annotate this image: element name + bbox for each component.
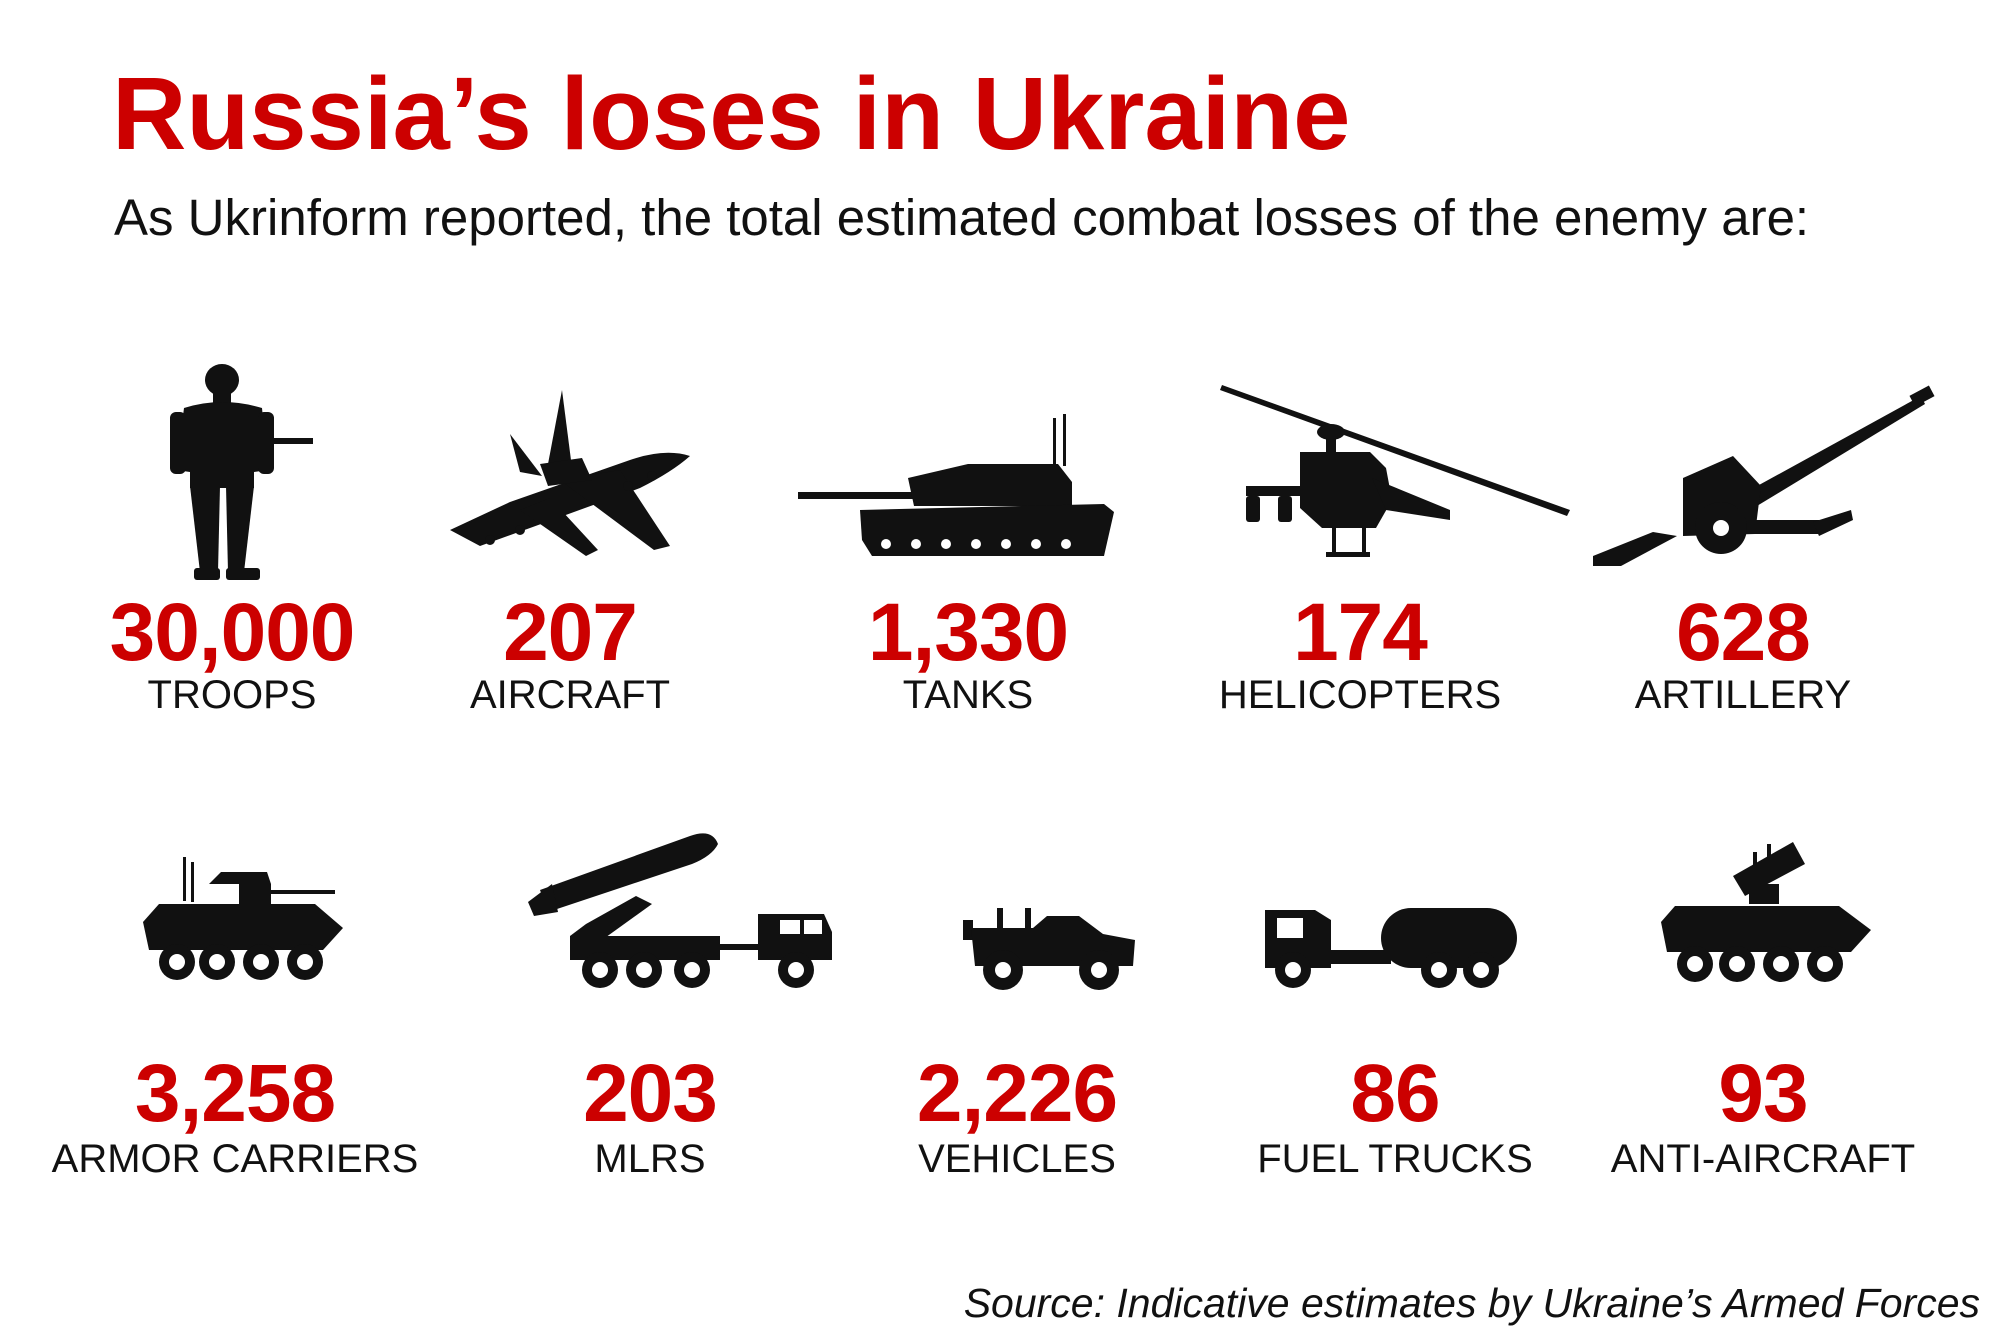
stat-value: 30,000 <box>109 587 356 678</box>
stat-label: ARTILLERY <box>1634 673 1852 717</box>
tank-icon <box>758 360 1178 590</box>
stat-aircraft: 207 AIRCRAFT <box>360 360 780 780</box>
stat-label: MLRS <box>594 1137 706 1181</box>
stat-label: AIRCRAFT <box>470 673 670 717</box>
stat-fuel-trucks: 86 FUEL TRUCKS <box>1185 760 1605 1180</box>
stat-anti-aircraft: 93 ANTI-AIRCRAFT <box>1553 760 1973 1180</box>
page-subtitle: As Ukrinform reported, the total estimat… <box>114 189 1810 246</box>
stat-value: 207 <box>503 587 638 678</box>
artillery-icon <box>1533 360 1953 590</box>
soldier-icon <box>22 360 442 590</box>
stat-label: VEHICLES <box>918 1137 1116 1181</box>
stat-label: TROOPS <box>147 673 317 717</box>
stat-value: 174 <box>1293 587 1428 678</box>
fuel-truck-icon <box>1185 760 1605 990</box>
jeep-icon <box>807 760 1227 990</box>
stat-troops: 30,000 TROOPS <box>22 360 442 780</box>
stat-label: ANTI-AIRCRAFT <box>1610 1137 1916 1181</box>
stat-label: TANKS <box>902 673 1034 717</box>
stat-value: 2,226 <box>916 1048 1118 1139</box>
anti-aircraft-icon <box>1553 760 1973 990</box>
stat-artillery: 628 ARTILLERY <box>1533 360 1953 780</box>
stat-value: 203 <box>583 1048 718 1139</box>
stat-value: 1,330 <box>867 587 1069 678</box>
stat-tanks: 1,330 TANKS <box>758 360 1178 780</box>
stat-value: 86 <box>1350 1048 1440 1139</box>
stat-label: HELICOPTERS <box>1218 673 1502 717</box>
armored-carrier-icon <box>25 760 445 990</box>
stat-label: FUEL TRUCKS <box>1257 1137 1533 1181</box>
helicopter-icon <box>1150 360 1570 590</box>
stat-label: ARMOR CARRIERS <box>51 1137 419 1181</box>
stat-value: 628 <box>1676 587 1811 678</box>
stat-helicopters: 174 HELICOPTERS <box>1150 360 1570 780</box>
source-note: Source: Indicative estimates by Ukraine’… <box>963 1280 1980 1326</box>
stat-armor-carriers: 3,258 ARMOR CARRIERS <box>25 760 445 1180</box>
stat-value: 93 <box>1718 1048 1808 1139</box>
stat-value: 3,258 <box>134 1048 336 1139</box>
stat-mlrs: 203 MLRS <box>440 760 860 1180</box>
page-title: Russia’s loses in Ukraine <box>112 56 1351 171</box>
rocket-launcher-icon <box>440 760 860 990</box>
fighter-jet-icon <box>360 360 780 590</box>
stat-vehicles: 2,226 VEHICLES <box>807 760 1227 1180</box>
